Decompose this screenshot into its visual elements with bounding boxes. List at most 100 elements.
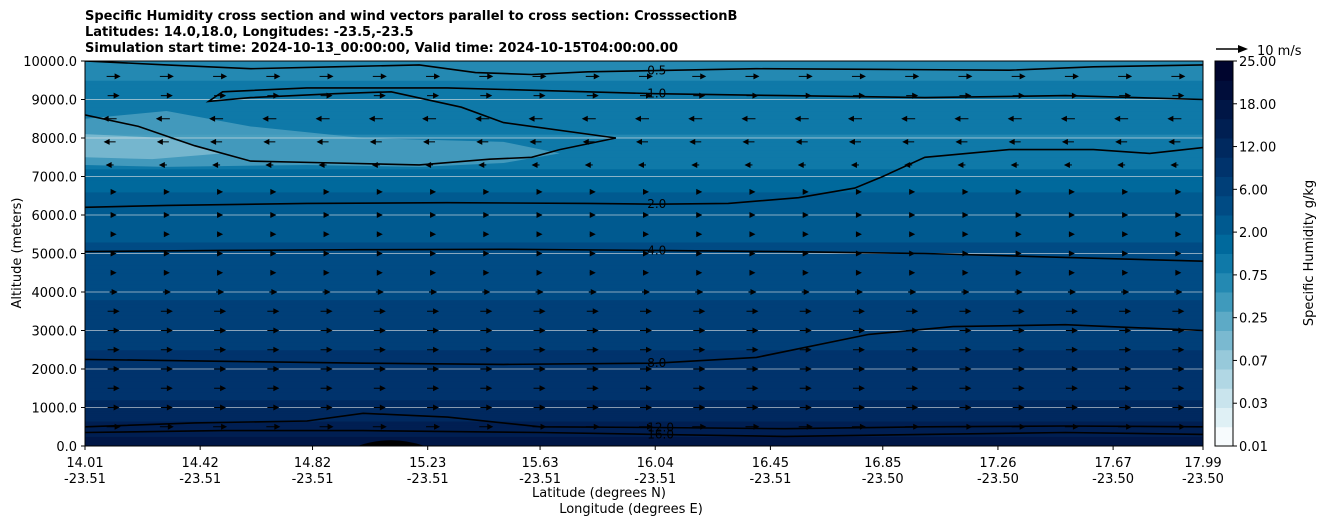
wind-vector-head	[318, 161, 325, 168]
x-axis-label: Latitude (degrees N)	[532, 486, 666, 501]
humidity-band	[85, 376, 1203, 382]
wind-vector-head	[647, 423, 653, 430]
wind-vector-head	[1068, 250, 1075, 257]
humidity-band	[85, 444, 1203, 446]
wind-vector-head	[797, 161, 804, 168]
humidity-band	[85, 95, 1203, 100]
wind-vector-head	[805, 366, 812, 372]
wind-vector-head	[954, 115, 961, 122]
wind-vector-head	[1071, 308, 1078, 315]
wind-vector-head	[114, 73, 121, 80]
wind-vector-head	[371, 161, 378, 168]
colorbar-segment	[1215, 426, 1233, 447]
wind-vector-head	[326, 327, 333, 334]
wind-vector-head	[217, 231, 224, 238]
wind-vector-head	[696, 188, 703, 195]
wind-vector-head	[581, 115, 588, 122]
wind-vector-head	[156, 138, 163, 145]
humidity-band	[85, 180, 1203, 185]
humidity-band	[85, 428, 1203, 432]
colorbar-tick-label: 0.07	[1239, 354, 1268, 369]
humidity-band	[85, 168, 1203, 174]
wind-vector-head	[647, 73, 653, 80]
wind-vector-head	[1010, 161, 1017, 168]
humidity-band	[85, 184, 1203, 189]
wind-vector-head	[274, 423, 281, 430]
wind-vector-head	[163, 250, 170, 257]
wind-vector-head	[592, 92, 599, 99]
wind-vector-head	[643, 269, 649, 276]
wind-vector-head	[965, 404, 972, 411]
contour-label-4.0: 4.0	[647, 243, 666, 257]
wind-vectors	[102, 73, 1186, 430]
wind-vector-head	[221, 73, 228, 80]
title-line-2: Latitudes: 14.0,18.0, Longitudes: -23.5,…	[85, 25, 414, 40]
wind-vector-head	[913, 423, 920, 430]
wind-vector-head	[962, 231, 969, 238]
humidity-band	[85, 417, 1203, 420]
x-tick-label-lat: 17.67	[1095, 456, 1132, 471]
wind-vector-head	[262, 115, 269, 122]
wind-vector-head	[742, 138, 749, 145]
wind-vector-head	[486, 404, 493, 411]
contour-label-8.0: 8.0	[647, 356, 666, 370]
wind-vector-head	[1125, 366, 1132, 372]
wind-vector-head	[217, 269, 224, 276]
humidity-band	[85, 72, 1203, 77]
wind-vector-head	[163, 212, 170, 218]
colorbar-segment	[1215, 118, 1233, 139]
humidity-band	[85, 61, 1203, 66]
wind-vector-head	[688, 115, 695, 122]
wind-vector-head	[1122, 188, 1129, 195]
wind-vector-head	[220, 366, 227, 372]
humidity-band	[85, 307, 1203, 312]
y-tick-label: 6000.0	[32, 209, 78, 224]
wind-vector-head	[696, 269, 703, 276]
colorbar-tick-label: 0.01	[1239, 440, 1268, 455]
wind-vector-head	[966, 73, 973, 80]
wind-vector-head	[110, 250, 117, 257]
colorbar-tick-label: 12.00	[1239, 141, 1276, 156]
wind-vector-head	[965, 327, 972, 334]
wind-vector-head	[217, 250, 224, 257]
humidity-band	[85, 380, 1203, 385]
wind-vector-head	[749, 212, 756, 218]
wind-vector-head	[323, 188, 330, 195]
wind-vector-head	[486, 366, 493, 372]
wind-vector-head	[113, 385, 120, 392]
wind-vector-head	[220, 92, 227, 99]
wind-vector-head	[699, 92, 706, 99]
wind-vector-head	[1170, 161, 1177, 168]
wind-vector-head	[539, 366, 546, 372]
wind-vector-head	[433, 385, 440, 392]
wind-vector-head	[806, 73, 813, 80]
wind-vector-head	[1167, 115, 1174, 122]
wind-vector-head	[164, 289, 171, 295]
chart-title: Specific Humidity cross section and wind…	[85, 9, 737, 57]
wind-vector-head	[1018, 404, 1025, 411]
colorbar-segment	[1215, 157, 1233, 177]
wind-vector-head	[539, 308, 546, 315]
humidity-band	[85, 126, 1203, 131]
humidity-band	[85, 420, 1203, 424]
humidity-band	[85, 103, 1203, 108]
wind-vector-head	[430, 269, 437, 276]
humidity-band	[85, 218, 1203, 224]
wind-vector-head	[1126, 423, 1133, 430]
wind-vector-head	[1072, 73, 1079, 80]
humidity-band	[85, 330, 1203, 335]
humidity-band	[85, 107, 1203, 112]
colorbar-segment	[1215, 215, 1233, 235]
humidity-band	[85, 372, 1203, 378]
humidity-band	[85, 157, 1203, 162]
wind-vector-head	[912, 385, 919, 392]
wind-vector-head	[910, 289, 917, 295]
colorbar-tick-label: 0.25	[1239, 312, 1268, 327]
wind-vector-head	[483, 231, 490, 238]
humidity-band	[85, 338, 1203, 343]
wind-vector-head	[483, 188, 490, 195]
wind-vector-head	[856, 289, 863, 295]
humidity-band	[85, 311, 1203, 316]
humidity-band	[85, 353, 1203, 358]
humidity-band	[85, 295, 1203, 301]
